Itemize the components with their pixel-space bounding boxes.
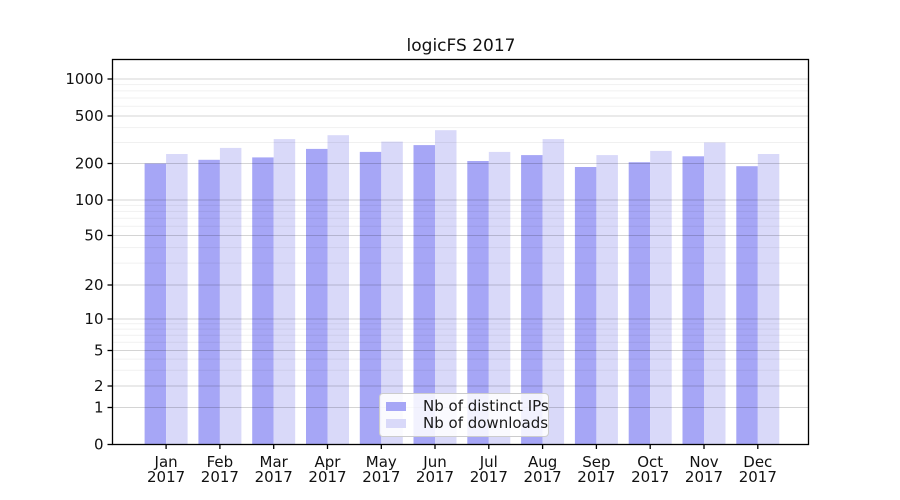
bar-ips-nov — [682, 156, 704, 445]
x-tick-label-month: May — [366, 453, 397, 471]
y-tick-label: 1 — [94, 399, 104, 417]
bar-downloads-nov — [704, 142, 726, 445]
x-tick-label-month: Oct — [637, 453, 663, 471]
x-tick-label-month: Jun — [422, 453, 446, 471]
bar-downloads-oct — [650, 150, 672, 445]
y-tick-label: 500 — [75, 107, 104, 125]
gridlines-layer — [112, 78, 809, 408]
bar-ips-sep — [574, 167, 597, 445]
x-tick-label-year: 2017 — [685, 468, 723, 486]
y-tick-label: 50 — [84, 227, 103, 245]
bar-downloads-apr — [327, 135, 349, 445]
x-tick-label-year: 2017 — [201, 468, 239, 486]
chart-title: logicFS 2017 — [406, 36, 516, 56]
x-tick-label-year: 2017 — [308, 468, 346, 486]
x-tick-label-month: Mar — [260, 453, 289, 471]
bar-ips-jul — [467, 161, 489, 445]
y-tick-label: 100 — [75, 191, 104, 209]
axes-layer — [107, 58, 810, 449]
x-tick-label-year: 2017 — [147, 468, 185, 486]
x-tick-label-month: Apr — [315, 453, 342, 471]
bar-downloads-jan — [166, 154, 188, 445]
x-tick-label-month: Sep — [582, 453, 610, 471]
x-tick-label-month: Feb — [207, 453, 234, 471]
legend-label: Nb of downloads — [423, 414, 549, 432]
bar-downloads-sep — [596, 155, 618, 445]
bar-ips-dec — [736, 166, 758, 445]
x-tick-label-month: Nov — [689, 453, 718, 471]
legend-label: Nb of distinct IPs — [423, 397, 549, 415]
legend: Nb of distinct IPs Nb of downloads — [379, 393, 549, 437]
bar-ips-apr — [306, 148, 328, 445]
x-tick-label-year: 2017 — [362, 468, 400, 486]
legend-item-ips: Nb of distinct IPs — [386, 398, 549, 415]
y-tick-label: 10 — [84, 310, 103, 328]
axis-labels-layer: 01251020501002005001000Jan2017Feb2017Mar… — [65, 70, 777, 486]
y-tick-label: 1000 — [65, 70, 103, 88]
x-tick-label-month: Dec — [743, 453, 772, 471]
x-tick-label-year: 2017 — [524, 468, 562, 486]
legend-item-downloads: Nb of downloads — [386, 415, 548, 432]
bar-ips-jun — [413, 145, 435, 445]
x-tick-label-month: Jul — [479, 453, 498, 471]
bar-downloads-jul — [488, 151, 511, 445]
plot-border — [111, 58, 810, 446]
bar-downloads-dec — [757, 154, 780, 445]
bar-downloads-mar — [273, 139, 296, 445]
x-tick-label-year: 2017 — [631, 468, 669, 486]
y-tick-label: 2 — [94, 377, 104, 395]
bar-ips-aug — [521, 155, 543, 445]
bar-downloads-aug — [542, 139, 565, 445]
x-tick-label-year: 2017 — [739, 468, 777, 486]
legend-swatch-downloads — [386, 419, 406, 428]
y-tick-label: 5 — [94, 342, 104, 360]
bar-ips-mar — [252, 157, 274, 445]
y-tick-label: 200 — [75, 155, 104, 173]
y-tick-label: 0 — [94, 436, 104, 454]
bar-downloads-feb — [219, 147, 242, 445]
bar-ips-oct — [628, 162, 651, 445]
x-tick-label-month: Aug — [528, 453, 557, 471]
x-tick-label-year: 2017 — [255, 468, 293, 486]
x-tick-label-year: 2017 — [470, 468, 508, 486]
legend-swatch-ips — [386, 402, 406, 411]
x-tick-label-year: 2017 — [577, 468, 615, 486]
bars-layer — [144, 130, 780, 445]
bar-ips-may — [359, 151, 382, 445]
x-tick-label-month: Jan — [154, 453, 178, 471]
bar-ips-jan — [144, 163, 167, 445]
bar-downloads-jun — [435, 130, 457, 445]
y-tick-label: 20 — [84, 276, 103, 294]
x-tick-label-year: 2017 — [416, 468, 454, 486]
bar-downloads-may — [381, 141, 403, 445]
bar-ips-feb — [198, 159, 220, 445]
